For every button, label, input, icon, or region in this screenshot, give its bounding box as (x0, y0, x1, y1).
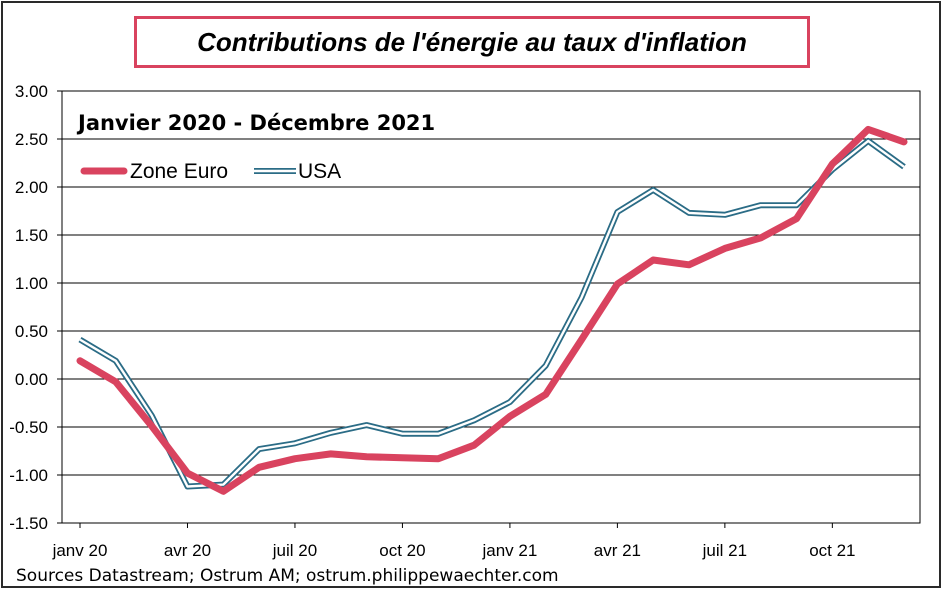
legend-label-zone-euro: Zone Euro (130, 160, 228, 183)
legend: Zone Euro USA (80, 160, 341, 183)
source-note: Sources Datastream; Ostrum AM; ostrum.ph… (16, 566, 559, 586)
x-tick-label: oct 20 (379, 541, 425, 560)
plot-area (61, 90, 921, 524)
y-tick-label: -0.50 (9, 418, 48, 437)
x-tick-label: juil 21 (702, 541, 747, 560)
chart-subtitle: Janvier 2020 - Décembre 2021 (76, 111, 435, 135)
series-line-zone-euro (76, 125, 908, 495)
x-tick-label: juil 20 (272, 541, 317, 560)
x-tick-label: janv 20 (52, 541, 108, 560)
legend-label-usa: USA (298, 160, 341, 183)
chart-title: Contributions de l'énergie au taux d'inf… (134, 16, 810, 68)
y-tick-label: 1.00 (15, 274, 48, 293)
x-axis: janv 20 avr 20 juil 20 oct 20 janv 21 avr 21 j… (52, 523, 856, 560)
y-tick-label: 0.50 (15, 322, 48, 341)
y-tick-label: -1.00 (9, 466, 48, 485)
y-tick-label: 1.50 (15, 226, 48, 245)
x-tick-label: oct 21 (809, 541, 855, 560)
y-tick-label: 2.50 (15, 130, 48, 149)
y-tick-label: -1.50 (9, 514, 48, 533)
x-tick-label: avr 20 (164, 541, 211, 560)
y-tick-label: 3.00 (15, 82, 48, 101)
x-tick-label: avr 21 (594, 541, 641, 560)
y-axis: 3.00 2.50 2.00 1.50 1.00 0.50 0.00 -0.50 -1.00 -1… (9, 82, 62, 533)
y-tick-label: 0.00 (15, 370, 48, 389)
x-tick-label: janv 21 (481, 541, 537, 560)
y-tick-label: 2.00 (15, 178, 48, 197)
grid-lines (62, 90, 920, 524)
series-layer (76, 125, 908, 495)
